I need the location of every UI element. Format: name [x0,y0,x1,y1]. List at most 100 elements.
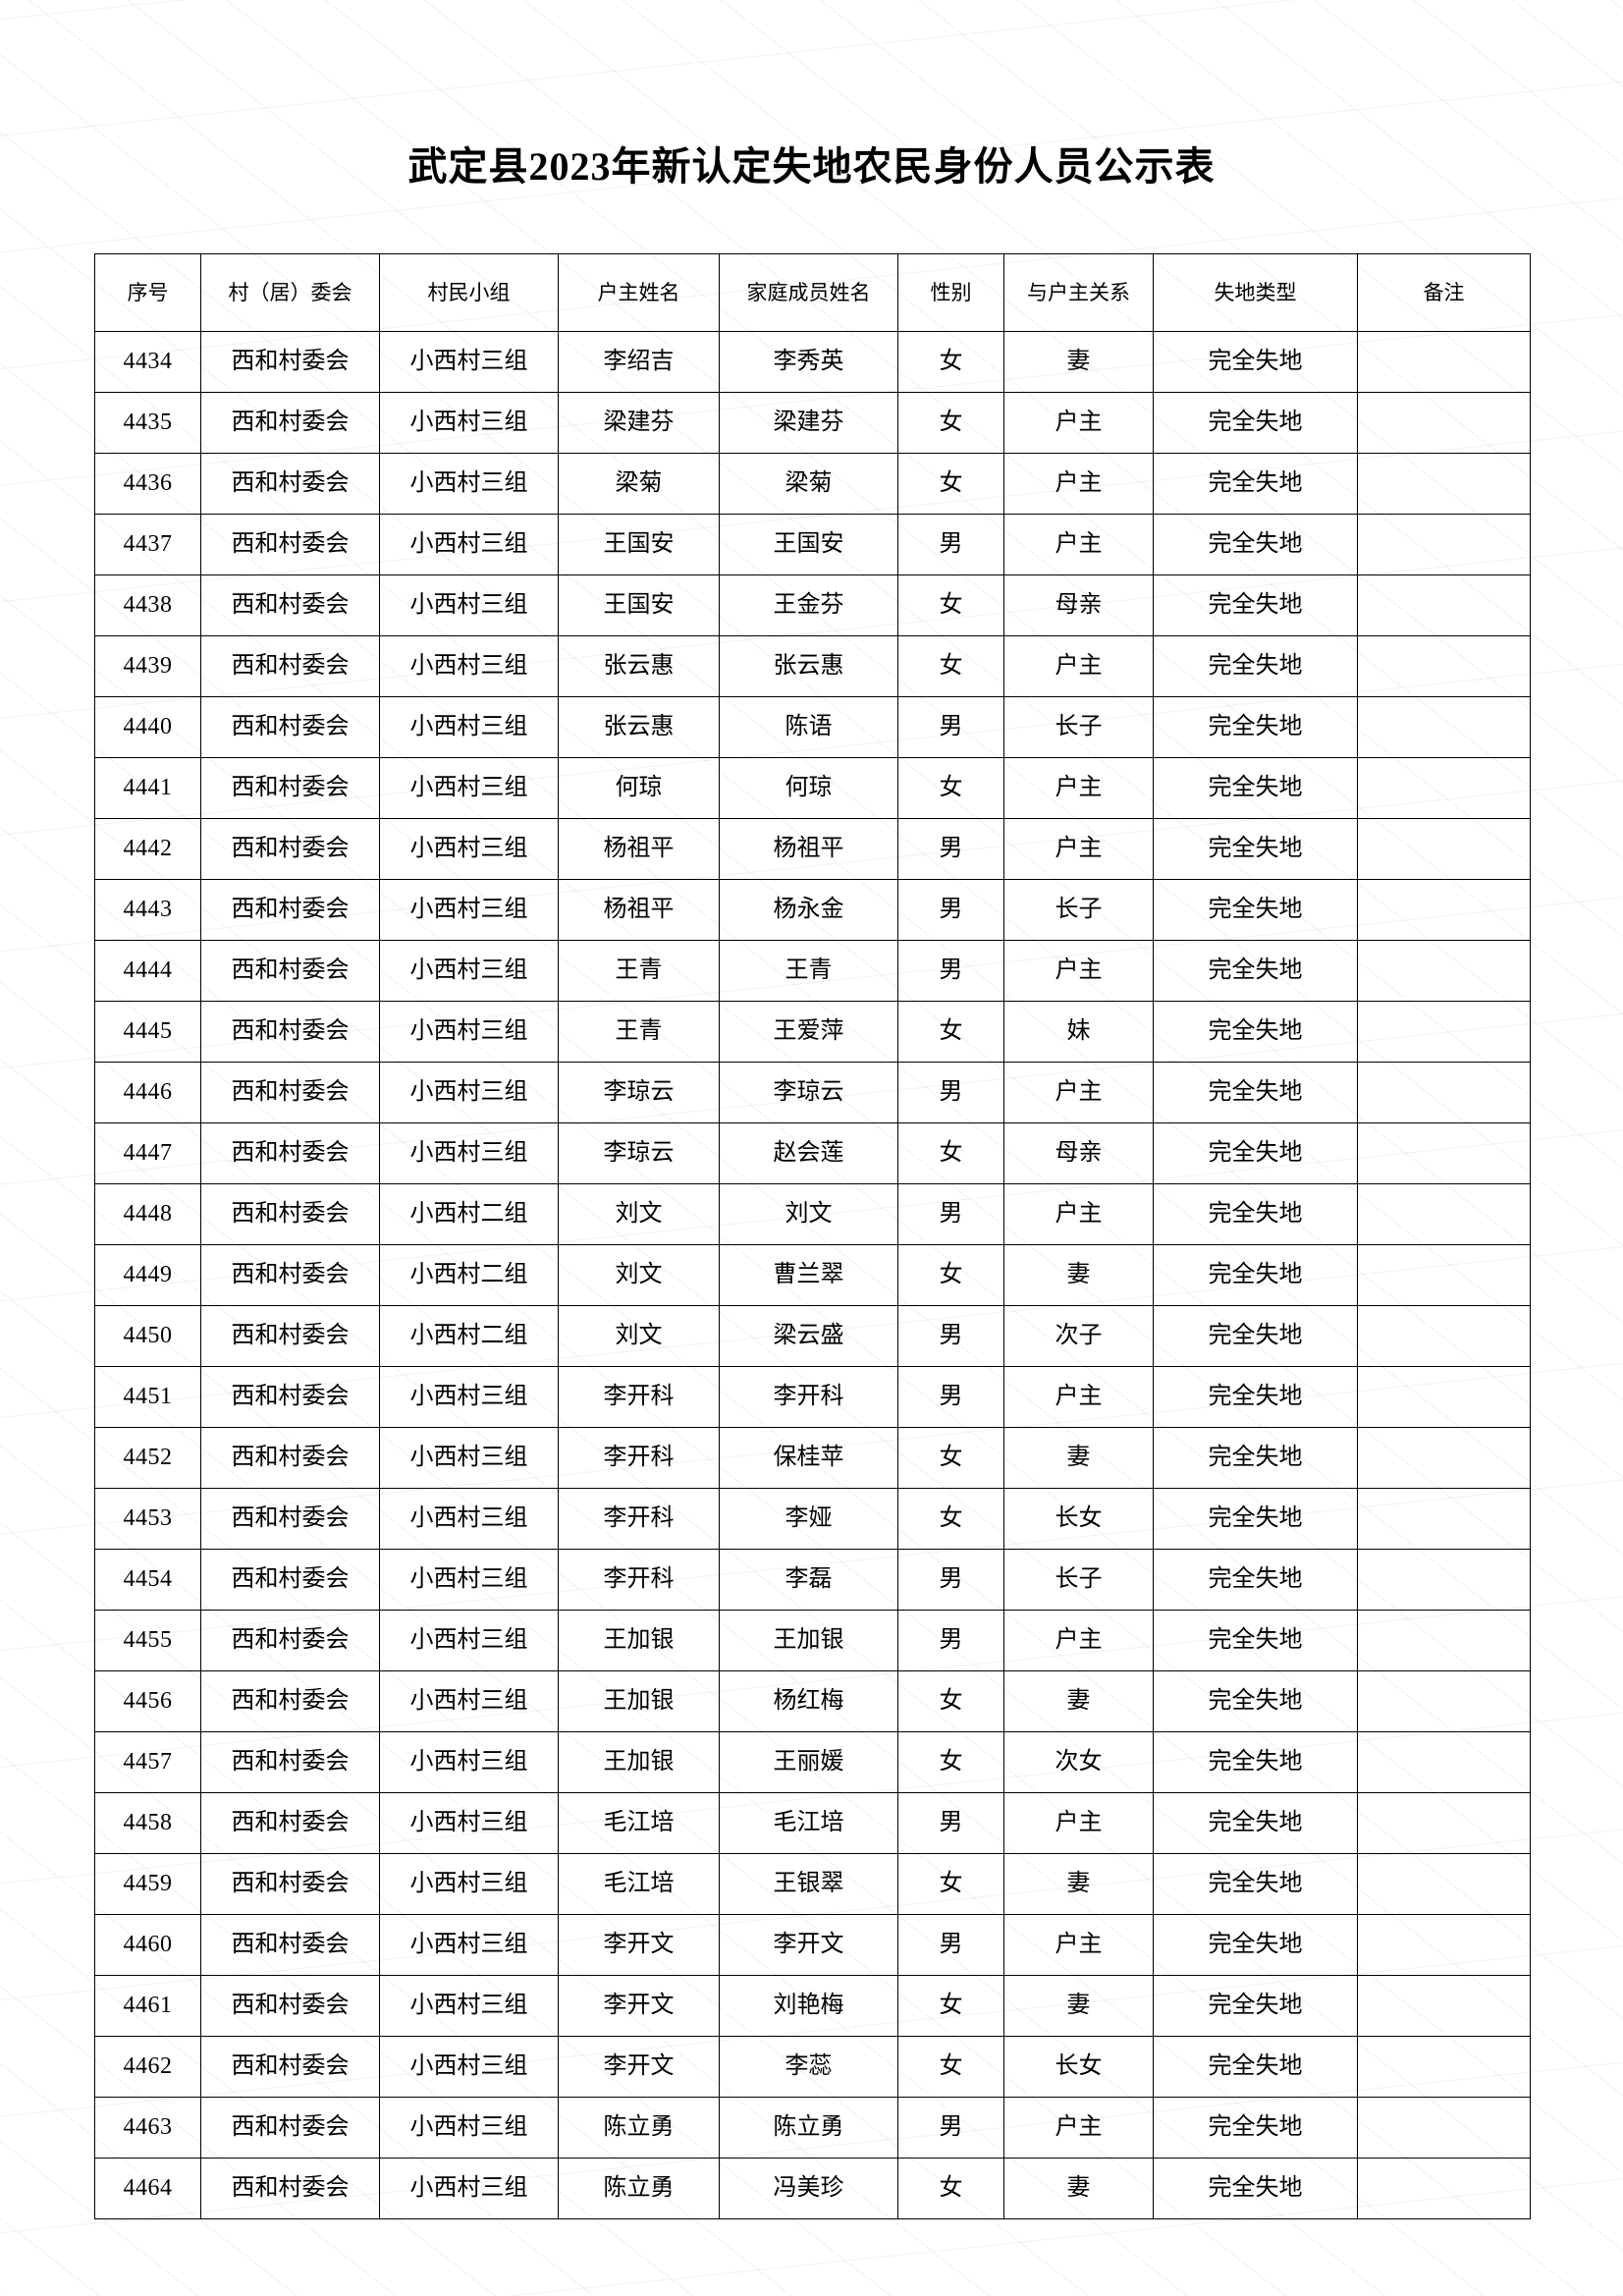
cell-sequence: 4439 [94,635,201,697]
table-body: 4434 西和村委会 小西村三组 李绍吉 李秀英女妻完全失地 4435 西和村委会 小西村三组… [94,331,1531,2219]
cell-sequence: 4450 [94,1305,201,1367]
cell-land-loss-type: 完全失地 [1153,2158,1358,2219]
cell-land-loss-type: 完全失地 [1153,1610,1358,1671]
table-row: 4455 西和村委会 小西村三组 王加银 王加银男户主 完全失地 [94,1610,1531,1671]
cell-villager-group: 小西村二组 [379,1183,559,1245]
cell-member-name: 李开科 [719,1366,898,1428]
cell-land-loss-type: 完全失地 [1153,1122,1358,1184]
cell-sequence: 4446 [94,1062,201,1123]
cell-remark [1357,2097,1531,2159]
cell-village: 西和村委会 [200,818,380,880]
cell-gender: 女 [897,1427,1004,1489]
cell-land-loss-type: 完全失地 [1153,574,1358,636]
cell-sequence: 4457 [94,1731,201,1793]
cell-member-name: 王青 [719,940,898,1002]
cell-gender: 男 [897,1366,1004,1428]
cell-remark [1357,1122,1531,1184]
cell-sequence: 4464 [94,2158,201,2219]
cell-relation: 次子 [1003,1305,1154,1367]
cell-villager-group: 小西村三组 [379,453,559,515]
cell-relation: 母亲 [1003,574,1154,636]
cell-land-loss-type: 完全失地 [1153,1670,1358,1732]
cell-villager-group: 小西村三组 [379,514,559,575]
cell-householder: 李开文 [558,1975,720,2037]
page-title: 武定县2023年新认定失地农民身份人员公示表 [407,144,1216,189]
cell-land-loss-type: 完全失地 [1153,392,1358,454]
cell-householder: 王加银 [558,1731,720,1793]
table-row: 4448 西和村委会 小西村二组 刘文 刘文男户主 完全失地 [94,1183,1531,1245]
table-header-row: 序号 村（居）委会 村民小组 户主姓名 家庭成员姓名 性别 与户主关系 失地类型… [94,253,1531,332]
cell-gender: 女 [897,1001,1004,1063]
cell-gender: 女 [897,453,1004,515]
cell-householder: 李琼云 [558,1122,720,1184]
column-header-village: 村（居）委会 [200,253,380,332]
cell-villager-group: 小西村三组 [379,2097,559,2159]
cell-remark [1357,514,1531,575]
table-row: 4458 西和村委会 小西村三组 毛江培 毛江培男户主 完全失地 [94,1792,1531,1854]
table-row: 4451 西和村委会 小西村三组 李开科 李开科男户主 完全失地 [94,1366,1531,1428]
cell-householder: 刘文 [558,1183,720,1245]
cell-villager-group: 小西村三组 [379,818,559,880]
cell-member-name: 陈立勇 [719,2097,898,2159]
cell-relation: 次女 [1003,1731,1154,1793]
table-row: 4464 西和村委会 小西村三组 陈立勇 冯美珍女妻完全失地 [94,2158,1531,2219]
cell-village: 西和村委会 [200,574,380,636]
column-header-villager-group: 村民小组 [379,253,559,332]
cell-sequence: 4462 [94,2036,201,2098]
cell-member-name: 赵会莲 [719,1122,898,1184]
cell-remark [1357,1244,1531,1306]
cell-sequence: 4436 [94,453,201,515]
cell-village: 西和村委会 [200,1853,380,1915]
table-row: 4444 西和村委会 小西村三组 王青 王青男户主 完全失地 [94,940,1531,1002]
cell-land-loss-type: 完全失地 [1153,1914,1358,1976]
cell-villager-group: 小西村三组 [379,1670,559,1732]
cell-remark [1357,1670,1531,1732]
cell-relation: 妻 [1003,1427,1154,1489]
cell-member-name: 陈语 [719,696,898,758]
cell-gender: 男 [897,1062,1004,1123]
cell-householder: 陈立勇 [558,2097,720,2159]
cell-relation: 户主 [1003,1610,1154,1671]
cell-village: 西和村委会 [200,2158,380,2219]
cell-remark [1357,1488,1531,1550]
cell-member-name: 梁建芬 [719,392,898,454]
cell-householder: 王国安 [558,514,720,575]
cell-village: 西和村委会 [200,1488,380,1550]
cell-gender: 女 [897,1244,1004,1306]
cell-householder: 毛江培 [558,1853,720,1915]
cell-sequence: 4434 [94,331,201,393]
cell-villager-group: 小西村三组 [379,757,559,819]
table-row: 4462 西和村委会 小西村三组 李开文 李蕊女长女 完全失地 [94,2036,1531,2098]
cell-village: 西和村委会 [200,1366,380,1428]
cell-relation: 户主 [1003,1366,1154,1428]
table-row: 4456 西和村委会 小西村三组 王加银 杨红梅女妻完全失地 [94,1670,1531,1732]
cell-householder: 梁菊 [558,453,720,515]
cell-gender: 女 [897,635,1004,697]
cell-householder: 王青 [558,940,720,1002]
table-header: 序号 村（居）委会 村民小组 户主姓名 家庭成员姓名 性别 与户主关系 失地类型… [94,253,1531,332]
table-row: 4435 西和村委会 小西村三组 梁建芬 梁建芬女户主 完全失地 [94,392,1531,454]
cell-gender: 女 [897,2158,1004,2219]
cell-gender: 男 [897,818,1004,880]
cell-land-loss-type: 完全失地 [1153,1975,1358,2037]
cell-village: 西和村委会 [200,757,380,819]
cell-sequence: 4437 [94,514,201,575]
cell-gender: 女 [897,1975,1004,2037]
cell-village: 西和村委会 [200,1792,380,1854]
cell-member-name: 王国安 [719,514,898,575]
cell-member-name: 李娅 [719,1488,898,1550]
cell-land-loss-type: 完全失地 [1153,1731,1358,1793]
cell-remark [1357,1792,1531,1854]
cell-member-name: 刘艳梅 [719,1975,898,2037]
table-row: 4445 西和村委会 小西村三组 王青 王爱萍女妹完全失地 [94,1001,1531,1063]
cell-village: 西和村委会 [200,940,380,1002]
cell-sequence: 4447 [94,1122,201,1184]
cell-sequence: 4451 [94,1366,201,1428]
cell-remark [1357,757,1531,819]
cell-gender: 女 [897,1731,1004,1793]
cell-gender: 男 [897,514,1004,575]
cell-land-loss-type: 完全失地 [1153,940,1358,1002]
cell-village: 西和村委会 [200,1001,380,1063]
cell-villager-group: 小西村三组 [379,2036,559,2098]
cell-relation: 长女 [1003,1488,1154,1550]
